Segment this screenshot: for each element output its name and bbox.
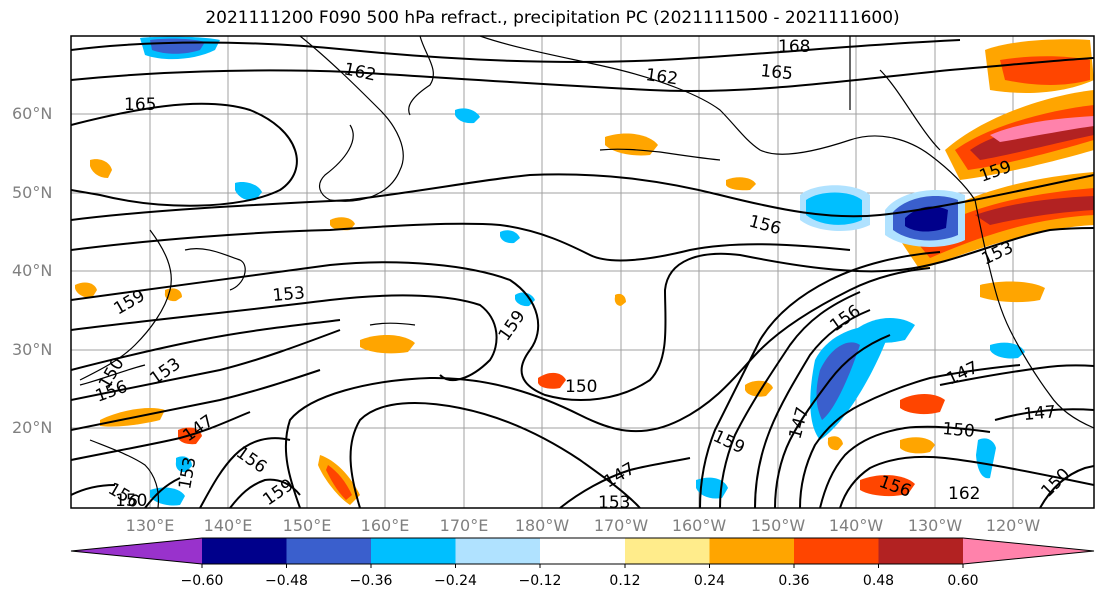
lat-label: 30°N (12, 340, 53, 359)
contour-label: 162 (644, 65, 679, 89)
colorbar-tick-label: 0.12 (609, 573, 641, 589)
map-area (71, 36, 1094, 508)
colorbar-tick-label: −0.36 (349, 573, 393, 589)
lon-label: 170°W (593, 516, 649, 535)
lon-label: 150°E (282, 516, 332, 535)
colorbar-tick-label: 0.60 (947, 573, 979, 589)
contour-label: 162 (948, 484, 980, 504)
contour-label: 165 (759, 61, 793, 84)
lon-label: 120°W (985, 516, 1041, 535)
lon-label: 170°E (439, 516, 489, 535)
colorbar-segment (963, 538, 1094, 564)
colorbar-tick-label: −0.12 (518, 573, 562, 589)
colorbar-segment (202, 538, 287, 564)
contour-label: 150 (942, 419, 976, 442)
lat-label: 50°N (12, 183, 53, 202)
contour-label: 165 (124, 95, 156, 115)
colorbar-tick-label: 0.48 (862, 573, 895, 589)
contour-label: 150 (565, 377, 597, 397)
colorbar-tick-label: −0.24 (434, 573, 477, 589)
lat-label: 40°N (12, 261, 53, 280)
map-title: 2021111200 F090 500 hPa refract., precip… (205, 8, 900, 28)
contour-label: 168 (778, 37, 810, 57)
colorbar-segment (286, 538, 371, 564)
colorbar-segment (540, 538, 625, 564)
lon-label: 160°E (360, 516, 410, 535)
colorbar-segment (878, 538, 963, 564)
colorbar-tick-label: −0.48 (265, 573, 308, 589)
contour-label: 153 (272, 283, 306, 306)
lat-label: 60°N (12, 104, 53, 123)
colorbar-segment (455, 538, 540, 564)
colorbar-tick-label: 0.24 (693, 573, 726, 589)
colorbar-segment (625, 538, 710, 564)
colorbar-segment (371, 538, 456, 564)
colorbar-segment (709, 538, 794, 564)
colorbar-segment (794, 538, 879, 564)
lon-label: 140°E (203, 516, 253, 535)
colorbar (70, 537, 1095, 568)
colorbar-segment (71, 538, 202, 564)
contour-label: 153 (598, 493, 630, 513)
lon-label: 180°W (514, 516, 570, 535)
lon-label: 130°E (125, 516, 175, 535)
colorbar-tick-label: −0.60 (180, 573, 224, 589)
colorbar-tick-label: 0.36 (778, 573, 810, 589)
lon-label: 150°W (750, 516, 806, 535)
contour-label: 147 (1023, 402, 1057, 425)
lon-label: 130°W (907, 516, 963, 535)
refractivity-contours (71, 39, 1094, 508)
lon-label: 140°W (828, 516, 884, 535)
map-border (70, 35, 1095, 509)
contour-label: 150 (115, 491, 147, 511)
lon-label: 160°W (671, 516, 727, 535)
lat-label: 20°N (12, 418, 53, 437)
